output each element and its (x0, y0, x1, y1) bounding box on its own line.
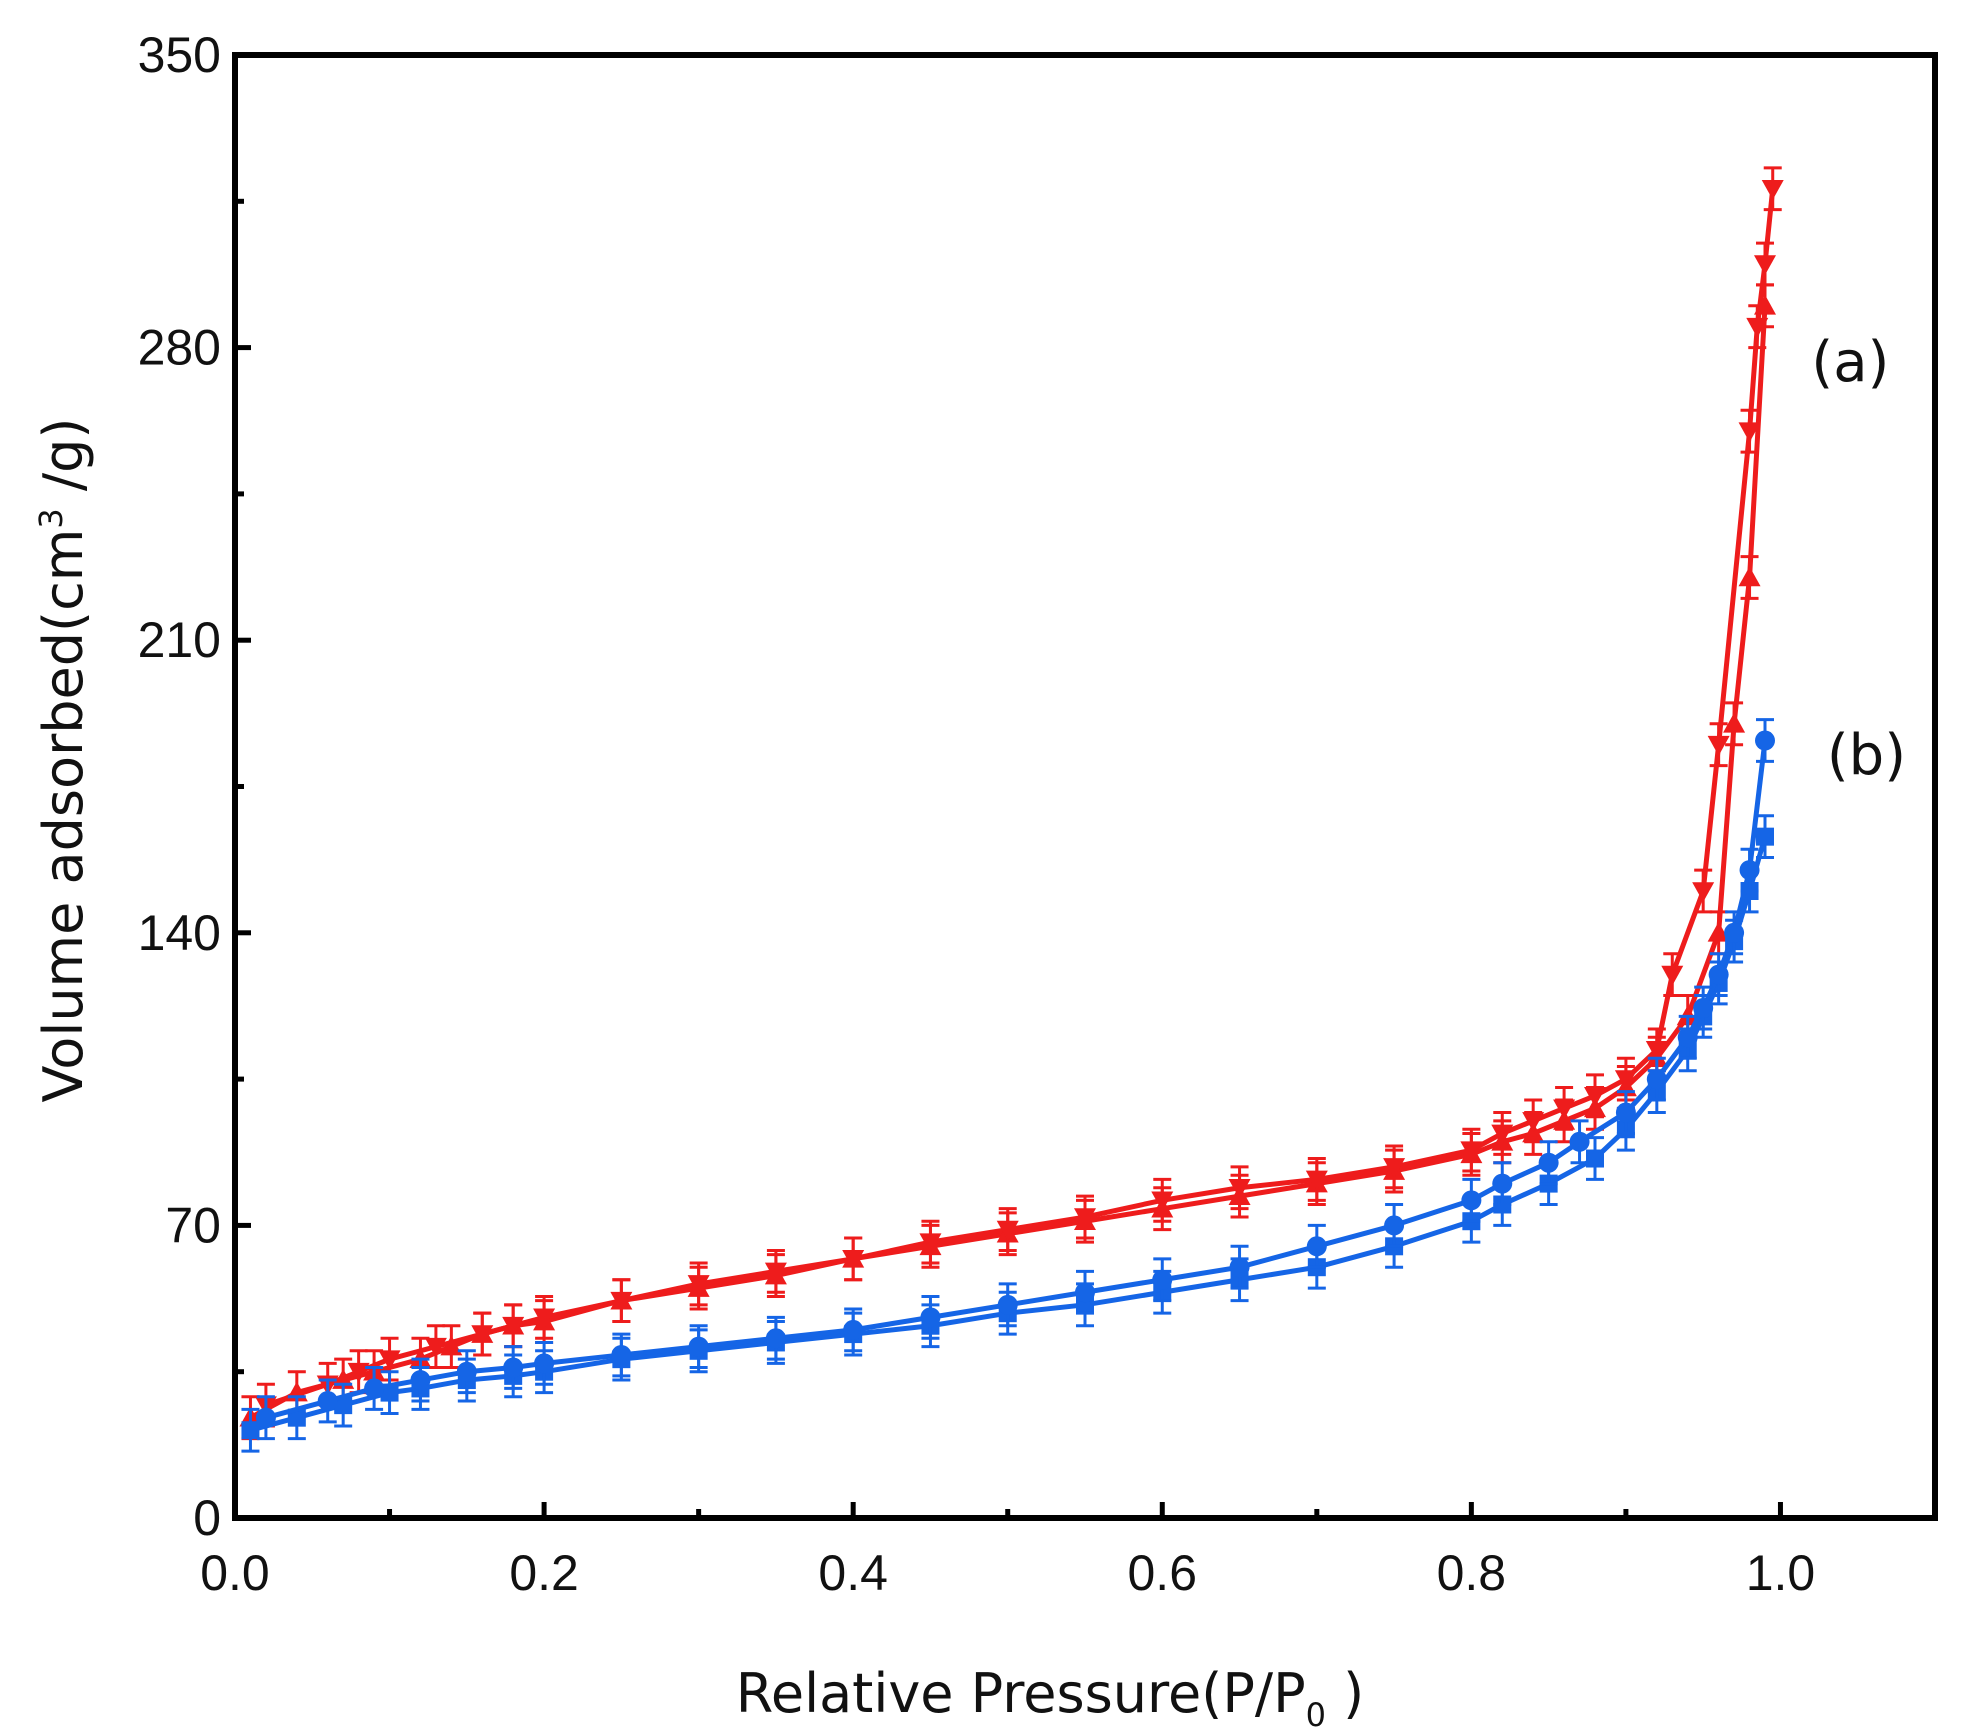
data-point (1707, 921, 1730, 942)
data-point (1754, 255, 1776, 275)
data-point (1746, 317, 1769, 338)
data-point (424, 1337, 447, 1358)
data-point (1306, 1236, 1327, 1257)
series-layer (239, 166, 1784, 1453)
annotation-b: (b) (1827, 723, 1906, 788)
data-point (1738, 566, 1761, 587)
data-point (997, 1294, 1018, 1315)
data-point (1724, 922, 1745, 943)
y-axis-title: Volume adsorbed(cm3 /g) (32, 418, 95, 1103)
data-point (919, 1233, 942, 1254)
data-point (456, 1361, 477, 1382)
data-point (765, 1328, 786, 1349)
data-point (1305, 1170, 1328, 1191)
y-tick-label: 350 (138, 27, 221, 83)
x-tick-label: 1.0 (1746, 1545, 1816, 1601)
x-axis-title: Relative Pressure(P/P0 ) (736, 1662, 1365, 1734)
data-point (1586, 1149, 1604, 1168)
data-point (503, 1357, 524, 1378)
annotation-a: (a) (1811, 330, 1889, 395)
data-point (1491, 1124, 1514, 1145)
data-point (410, 1370, 431, 1391)
data-point (241, 1421, 260, 1440)
x-tick-label: 0.6 (1128, 1545, 1198, 1601)
data-point (1569, 1131, 1590, 1152)
data-point (1755, 730, 1775, 751)
x-tick-label: 0.4 (818, 1545, 888, 1601)
data-point (1152, 1269, 1173, 1290)
data-point (1384, 1215, 1405, 1236)
data-point (1739, 860, 1760, 881)
data-point (1460, 1141, 1483, 1162)
data-point (1756, 827, 1774, 846)
data-point (1584, 1087, 1606, 1107)
data-point (1383, 1158, 1406, 1178)
axes-layer: 0.0 0.2 0.4 0.6 0.8 1.0 0 70 140 210 280 350 (138, 27, 1938, 1601)
y-tick-label: 70 (165, 1197, 221, 1253)
data-point (1151, 1191, 1174, 1212)
data-point (317, 1390, 338, 1411)
data-point (1614, 1070, 1637, 1091)
series-3 (255, 718, 1775, 1441)
data-point (533, 1308, 556, 1329)
data-point (1229, 1257, 1250, 1278)
data-point (920, 1307, 941, 1328)
data-point (1228, 1178, 1251, 1199)
data-point (611, 1344, 632, 1365)
y-tick-label: 0 (193, 1490, 221, 1546)
data-point (1461, 1190, 1482, 1211)
data-point (440, 1335, 463, 1356)
data-point (1693, 998, 1714, 1019)
data-point (1646, 1069, 1667, 1090)
y-tick-label: 280 (138, 320, 221, 376)
data-point (1074, 1208, 1096, 1229)
data-point (1615, 1102, 1636, 1123)
data-point (1538, 1152, 1559, 1173)
y-tick-label: 140 (138, 905, 221, 961)
data-point (1075, 1282, 1095, 1303)
data-point (334, 1396, 353, 1415)
data-point (687, 1275, 710, 1295)
data-point (688, 1336, 709, 1357)
x-tick-label: 0.8 (1437, 1545, 1507, 1601)
data-point (1692, 882, 1715, 902)
data-point (534, 1353, 555, 1374)
data-point (502, 1316, 525, 1337)
data-point (1645, 1041, 1668, 1061)
data-point (347, 1362, 370, 1383)
data-point (1723, 712, 1746, 733)
data-point (364, 1378, 385, 1399)
data-point (287, 1408, 306, 1427)
y-tick-label: 210 (138, 612, 221, 668)
data-point (996, 1220, 1019, 1241)
data-point (610, 1291, 633, 1312)
data-point (378, 1350, 401, 1371)
data-point (1522, 1112, 1545, 1132)
data-point (1708, 964, 1729, 985)
data-point (1677, 1027, 1698, 1048)
data-point (1553, 1099, 1576, 1120)
data-point (764, 1262, 787, 1283)
data-point (255, 1407, 276, 1428)
data-point (842, 1250, 865, 1270)
data-point (1661, 965, 1684, 986)
data-point (1707, 735, 1730, 756)
data-point (471, 1325, 494, 1346)
x-tick-label: 0.0 (200, 1545, 270, 1601)
data-point (1492, 1173, 1513, 1194)
data-point (1738, 422, 1761, 443)
x-tick-label: 0.2 (509, 1545, 579, 1601)
data-point (1761, 179, 1784, 200)
data-point (843, 1319, 864, 1340)
